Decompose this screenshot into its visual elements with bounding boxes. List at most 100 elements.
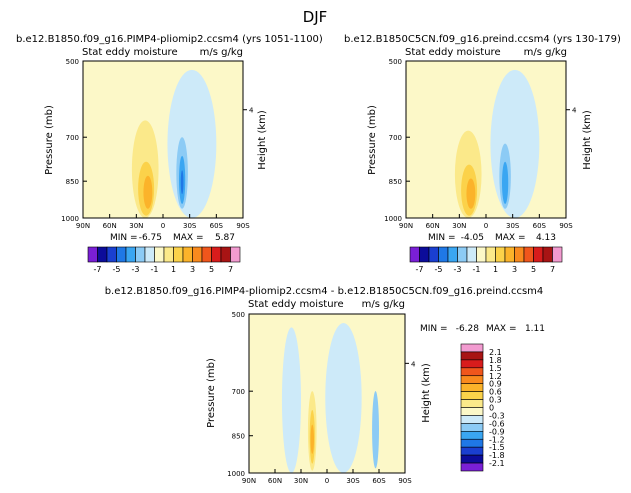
- colorbar-swatch: [116, 246, 127, 263]
- x-tick-label: 30S: [506, 222, 520, 230]
- right-tick-label: 4: [249, 107, 254, 115]
- contour-region: [281, 327, 301, 473]
- colorbar-label: 2.1: [489, 348, 502, 357]
- x-tick-label: 90S: [559, 222, 573, 230]
- colorbar-label: -3: [132, 265, 140, 274]
- panel-1-subtitle-left: Stat eddy moisture: [82, 47, 178, 58]
- panel-2-title: b.e12.B1850C5CN.f09_g16.preind.ccsm4 (yr…: [344, 34, 621, 45]
- right-tick-label: 4: [411, 360, 416, 368]
- panel-1-max-label: MAX =: [173, 233, 204, 243]
- colorbar-label: 1.2: [489, 372, 502, 381]
- colorbar-swatch: [542, 246, 553, 263]
- panel-3-min-value: -6.28: [456, 324, 480, 334]
- colorbar-label: -2.1: [489, 459, 505, 468]
- contour-region: [466, 178, 476, 209]
- colorbar-label: 1: [171, 265, 176, 274]
- contour-region: [372, 391, 379, 469]
- colorbar-label: -1: [473, 265, 481, 274]
- colorbar-swatch: [125, 246, 136, 263]
- colorbar-label: 0: [489, 404, 494, 413]
- colorbar-1: -7 -5 -3 -1 1 3 5 7: [87, 246, 241, 274]
- panel-1-min-label: MIN =: [110, 233, 138, 243]
- colorbar-label: -7: [94, 265, 102, 274]
- panel-2-ylabel: Pressure (mb): [367, 105, 378, 175]
- colorbar-swatch: [220, 246, 231, 263]
- contour-region: [490, 69, 540, 219]
- panel-2-min-label: MIN =: [428, 233, 456, 243]
- panel-1-ylabel: Pressure (mb): [44, 105, 55, 175]
- x-tick-label: 30N: [129, 222, 143, 230]
- colorbar-label: -3: [454, 265, 462, 274]
- panel-2: b.e12.B1850C5CN.f09_g16.preind.ccsm4 (yr…: [344, 34, 621, 243]
- x-tick-label: 30N: [294, 477, 308, 485]
- contour-region: [180, 170, 184, 195]
- colorbar-label: 3: [512, 265, 517, 274]
- x-tick-label: 0: [325, 477, 329, 485]
- page-title: DJF: [303, 8, 328, 26]
- panel-3-subtitle-right: m/s g/kg: [362, 299, 405, 310]
- y-tick-label: 1000: [61, 215, 79, 223]
- panel-1-ylabel-right: Height (km): [257, 110, 268, 170]
- right-tick-label: 4: [572, 107, 577, 115]
- colorbar-swatch: [211, 246, 222, 263]
- x-tick-label: 90N: [242, 477, 256, 485]
- colorbar-swatch: [230, 246, 241, 263]
- colorbar-label: 3: [190, 265, 195, 274]
- colorbar-swatch: [460, 359, 484, 369]
- contour-region: [502, 161, 509, 204]
- colorbar-label: 1: [493, 265, 498, 274]
- colorbar-label: 5: [531, 265, 536, 274]
- y-tick-label: 500: [389, 58, 402, 66]
- colorbar-label: -7: [416, 265, 424, 274]
- x-tick-label: 0: [484, 222, 488, 230]
- plot-background: [406, 61, 566, 218]
- panel-2-subtitle-left: Stat eddy moisture: [405, 47, 501, 58]
- colorbar-label: 1.8: [489, 356, 502, 365]
- colorbar-swatch: [460, 391, 484, 400]
- colorbar-swatch: [460, 351, 484, 361]
- y-tick-label: 850: [232, 433, 245, 441]
- colorbar-label: -1.2: [489, 435, 505, 444]
- colorbar-swatch: [460, 343, 484, 353]
- colorbar-swatch: [523, 246, 534, 263]
- colorbar-label: 0.9: [489, 380, 502, 389]
- panel-2-subtitle-right: m/s g/kg: [524, 47, 567, 58]
- colorbar-label: 0.6: [489, 388, 502, 397]
- colorbar-swatch: [428, 246, 439, 263]
- panel-1-max-value: 5.87: [215, 233, 235, 243]
- panel-3-subtitle-left: Stat eddy moisture: [248, 299, 344, 310]
- colorbar-swatch: [460, 454, 484, 464]
- colorbar-label: -0.3: [489, 411, 505, 420]
- colorbar-swatch: [533, 246, 544, 263]
- x-tick-label: 90N: [399, 222, 413, 230]
- colorbar-swatch: [201, 246, 212, 263]
- x-tick-label: 60S: [372, 477, 386, 485]
- colorbar-swatch: [457, 246, 468, 263]
- colorbar-swatch: [460, 431, 484, 440]
- colorbar-swatch: [485, 246, 496, 263]
- colorbar-swatch: [192, 246, 203, 263]
- x-tick-label: 60N: [268, 477, 282, 485]
- colorbar-2: -7 -5 -3 -1 1 3 5 7: [409, 246, 563, 274]
- colorbar-label: -5: [435, 265, 443, 274]
- colorbar-swatch: [438, 246, 449, 263]
- colorbar-swatch: [495, 246, 506, 263]
- colorbar-swatch: [460, 462, 484, 472]
- contour-region: [310, 424, 314, 454]
- colorbar-label: -1.5: [489, 443, 505, 452]
- colorbar-label: 0.3: [489, 396, 502, 405]
- colorbar-swatch: [419, 246, 430, 263]
- colorbar-swatch: [106, 246, 117, 263]
- colorbar-swatch: [504, 246, 515, 263]
- y-tick-label: 500: [232, 311, 245, 319]
- colorbar-swatch: [476, 246, 487, 263]
- panel-3-max-value: 1.11: [525, 324, 545, 334]
- panel-1: b.e12.B1850.f09_g16.PIMP4-pliomip2.ccsm4…: [16, 34, 323, 243]
- panel-3-min-label: MIN =: [420, 324, 448, 334]
- y-tick-label: 850: [66, 178, 79, 186]
- colorbar-swatch: [135, 246, 146, 263]
- colorbar-swatch: [514, 246, 525, 263]
- panel-2-max-value: 4.13: [536, 233, 556, 243]
- x-tick-label: 60S: [533, 222, 547, 230]
